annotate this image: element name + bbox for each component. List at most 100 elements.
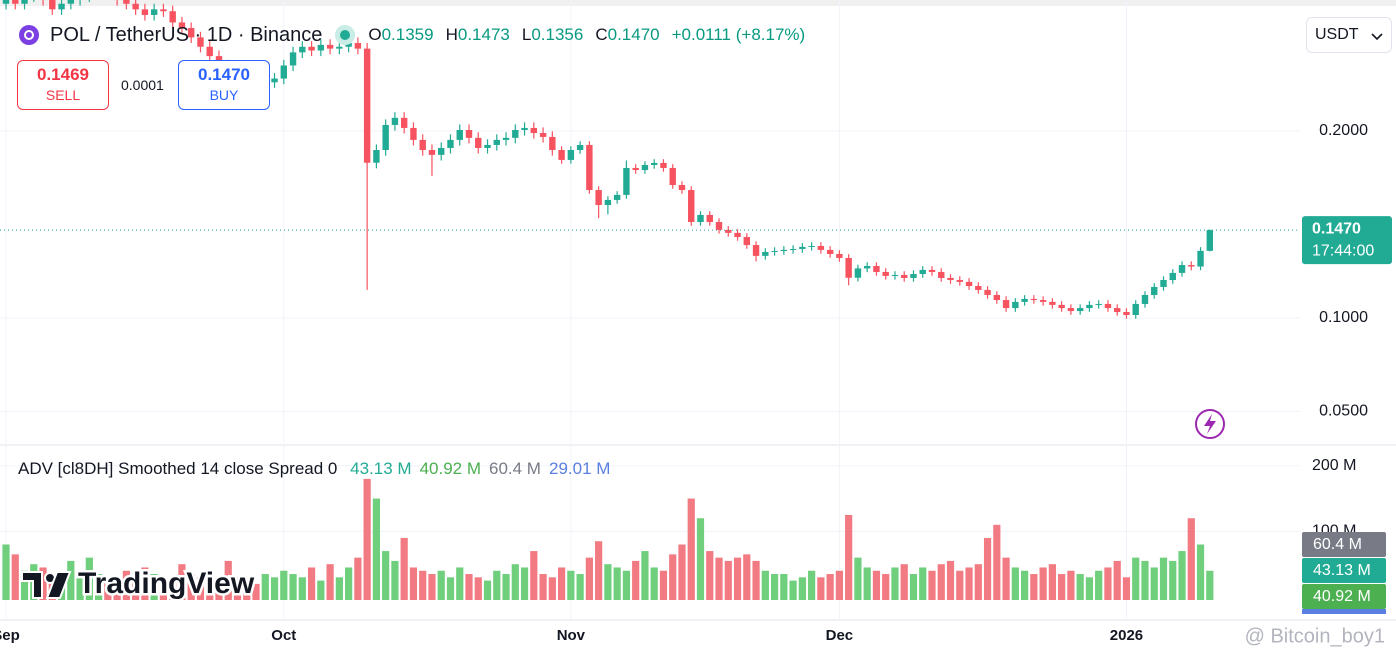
candle-body bbox=[280, 65, 287, 79]
candle-body bbox=[734, 232, 741, 237]
candle-body bbox=[752, 245, 760, 256]
candle-body bbox=[1151, 286, 1158, 295]
volume-bar bbox=[243, 580, 251, 600]
flash-icon[interactable] bbox=[1195, 409, 1225, 439]
candle-body bbox=[2, 0, 10, 4]
volume-bar bbox=[743, 554, 751, 600]
candle-body bbox=[641, 164, 649, 171]
symbol-icon bbox=[19, 25, 39, 45]
symbol-title[interactable]: POL / TetherUS · 1D · Binance bbox=[50, 23, 323, 46]
volume-bar bbox=[252, 583, 260, 600]
indicator-tag bbox=[1302, 558, 1386, 583]
tradingview-logo: TradingView bbox=[21, 564, 257, 602]
candle-body bbox=[178, 22, 186, 29]
sell-button[interactable]: 0.1469 SELL bbox=[17, 60, 109, 110]
indicator-tag bbox=[1302, 532, 1386, 557]
volume-bar bbox=[335, 577, 343, 600]
top-bar bbox=[0, 0, 1396, 6]
y-tick-label: 0.1000 bbox=[1319, 309, 1368, 326]
indicator-value: 60.4 M bbox=[489, 459, 541, 478]
candle-body bbox=[910, 274, 917, 278]
volume-bar bbox=[696, 518, 705, 600]
ohlc-value: 0.1359 bbox=[381, 25, 434, 44]
candle-body bbox=[1095, 303, 1102, 305]
volume-bar bbox=[76, 570, 84, 600]
ohlc-key: L bbox=[521, 25, 532, 44]
volume-bar bbox=[733, 557, 742, 600]
candle-body bbox=[836, 254, 843, 258]
candle-body bbox=[188, 28, 195, 38]
candle-body bbox=[502, 137, 510, 140]
volume-bar bbox=[20, 570, 29, 600]
candle-body bbox=[512, 130, 519, 138]
candle-body bbox=[604, 199, 612, 206]
candle-body bbox=[132, 3, 139, 10]
volume-bar bbox=[882, 574, 890, 600]
volume-bar bbox=[965, 567, 973, 600]
candle-body bbox=[206, 46, 213, 57]
candle-body bbox=[1160, 280, 1167, 287]
volume-bar bbox=[1085, 577, 1094, 600]
candle-body bbox=[938, 271, 945, 278]
candle-body bbox=[789, 248, 797, 250]
volume-bar bbox=[613, 567, 621, 600]
ohlc-value: 0.1356 bbox=[531, 25, 584, 44]
volume-bar bbox=[817, 577, 825, 600]
spread: 0.0001 bbox=[121, 77, 164, 93]
candle-body bbox=[715, 222, 723, 230]
candle-body bbox=[419, 139, 426, 151]
volume-bar bbox=[270, 577, 279, 600]
volume-bar bbox=[483, 580, 492, 600]
currency-select[interactable]: USDT bbox=[1306, 17, 1392, 53]
volume-bar bbox=[345, 567, 353, 600]
candle-body bbox=[984, 289, 991, 295]
candle-body bbox=[456, 130, 463, 140]
candle-body bbox=[623, 167, 630, 195]
volume-bar bbox=[474, 577, 482, 600]
volume-bar bbox=[122, 570, 130, 600]
volume-bar bbox=[85, 557, 93, 600]
candle-body bbox=[595, 190, 602, 206]
x-tick-label: Oct bbox=[271, 627, 296, 644]
buy-price: 0.1470 bbox=[198, 65, 250, 84]
volume-bar bbox=[382, 551, 390, 600]
candle-body bbox=[475, 137, 482, 148]
volume-bar bbox=[724, 560, 732, 600]
candle-body bbox=[669, 167, 676, 185]
volume-bar bbox=[1048, 564, 1056, 600]
candle-body bbox=[706, 214, 713, 223]
currency-label: USDT bbox=[1315, 26, 1359, 43]
y-tick-label: 0.0500 bbox=[1319, 403, 1368, 420]
volume-bar bbox=[585, 557, 593, 600]
volume-bar bbox=[530, 551, 538, 600]
volume-bar bbox=[780, 574, 788, 600]
volume-bar bbox=[539, 574, 547, 600]
volume-bar bbox=[400, 537, 408, 600]
volume-bar bbox=[511, 564, 519, 600]
candle-body bbox=[826, 249, 834, 255]
candle-body bbox=[1132, 303, 1139, 315]
volume-bar bbox=[659, 570, 668, 600]
volume-bar bbox=[1002, 557, 1010, 600]
candle-body bbox=[299, 46, 306, 53]
volume-bar bbox=[391, 560, 399, 600]
volume-bar bbox=[956, 570, 964, 600]
volume-bar bbox=[150, 574, 158, 600]
candle-body bbox=[493, 139, 500, 145]
x-tick-label: 2026 bbox=[1110, 627, 1143, 644]
volume-bar bbox=[159, 577, 168, 600]
candle-body bbox=[576, 144, 584, 151]
buy-button[interactable]: 0.1470 BUY bbox=[178, 60, 270, 110]
volume-bar bbox=[567, 570, 575, 600]
candle-body bbox=[317, 44, 325, 51]
volume-bar bbox=[604, 564, 612, 600]
ohlc-key: O bbox=[368, 25, 382, 44]
candle-body bbox=[1021, 298, 1028, 302]
indicator-tag-underline bbox=[1302, 609, 1386, 614]
candle-body bbox=[1123, 312, 1130, 315]
volume-bar bbox=[761, 570, 769, 600]
candle-body bbox=[854, 268, 862, 278]
volume-bar bbox=[993, 524, 1001, 600]
volume-bar bbox=[946, 560, 955, 600]
candle-body bbox=[993, 294, 1001, 301]
